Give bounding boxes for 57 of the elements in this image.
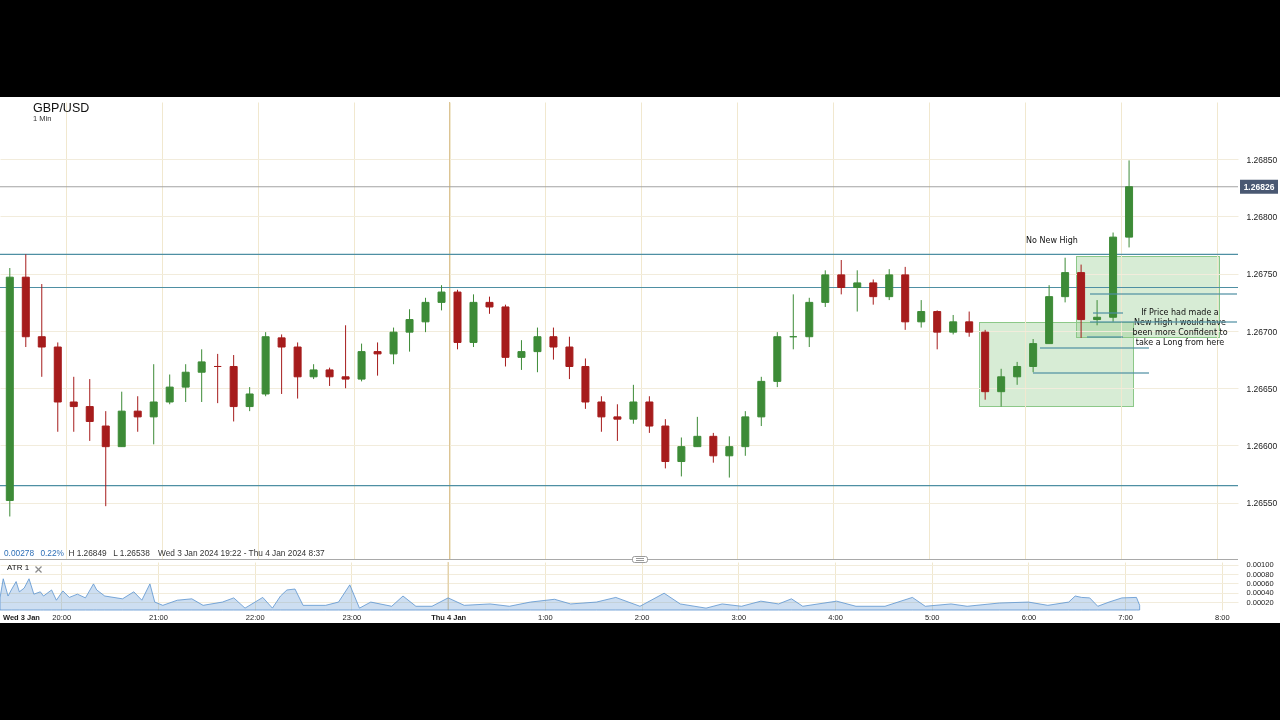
candlestick (245, 386, 254, 412)
candlestick (69, 376, 78, 433)
annotation: 0.00278 (4, 548, 35, 558)
chart-title: GBP/USD (33, 100, 90, 115)
candlestick (373, 341, 382, 377)
candlestick (533, 327, 542, 373)
annotation: L 1.26538 (113, 548, 151, 558)
candlestick (389, 327, 398, 365)
candlestick (949, 314, 958, 335)
candlestick (709, 432, 718, 464)
candlestick (165, 374, 174, 405)
candlestick (869, 278, 878, 306)
candlestick (725, 435, 734, 479)
candlestick (341, 324, 350, 389)
candlestick (565, 336, 574, 380)
candlestick (885, 268, 894, 301)
candlestick (197, 348, 206, 403)
candlestick (149, 363, 158, 445)
y-tick-label: 1.26650 (1246, 383, 1278, 394)
candlestick (133, 395, 142, 433)
candlestick (1029, 338, 1038, 373)
candlestick (933, 309, 942, 350)
candlestick (1013, 361, 1022, 386)
candlestick (997, 368, 1006, 408)
candlestick (965, 311, 974, 338)
candlestick (85, 378, 94, 442)
candlestick (437, 284, 446, 311)
candlestick (853, 269, 862, 313)
candlestick (277, 333, 286, 395)
candlestick (1093, 299, 1102, 326)
annotation: If Price had made a New High I would have been more Confident to take a Long from here (1132, 308, 1228, 347)
annotation: H 1.26849 (68, 548, 108, 558)
annotation: Wed 3 Jan 2024 19:22 - Thu 4 Jan 2024 8:37 (158, 548, 326, 558)
candlestick (517, 339, 526, 371)
y-tick-label: 1.26850 (1246, 154, 1278, 165)
candlestick (181, 363, 190, 403)
candlestick (405, 308, 414, 353)
y-tick-label: 1.26800 (1246, 212, 1278, 222)
candlestick (37, 283, 46, 378)
candlestick (693, 416, 702, 448)
candlestick (421, 297, 430, 333)
candlestick (677, 436, 686, 477)
y-tick-label: 1.26550 (1246, 498, 1278, 509)
candlestick (613, 403, 622, 442)
annotation: No New High (1026, 236, 1078, 245)
y-tick-label: 1.26750 (1246, 269, 1278, 280)
candlestick (549, 327, 558, 361)
chart-title: ATR 1 (7, 562, 30, 572)
candlestick (837, 259, 846, 295)
candlestick (629, 384, 638, 425)
annotation: 0.22% (40, 548, 65, 558)
y-tick-label: 1.26600 (1246, 441, 1278, 451)
y-tick-label: 1.26700 (1246, 326, 1278, 337)
candlestick (917, 299, 926, 329)
candlestick (101, 410, 110, 507)
candlestick (325, 367, 334, 387)
candlestick (597, 395, 606, 433)
